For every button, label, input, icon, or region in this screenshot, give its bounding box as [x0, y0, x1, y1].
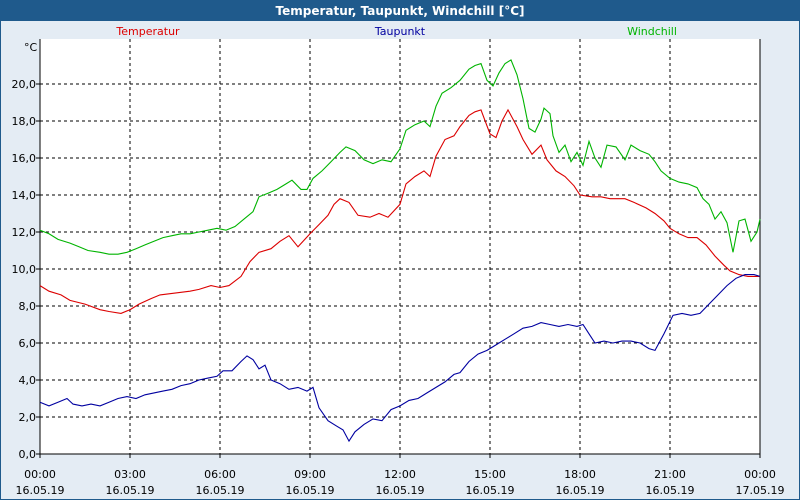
x-tick-label-time: 12:00 — [384, 468, 416, 481]
x-tick-label-date: 16.05.19 — [466, 484, 515, 497]
x-tick-label-time: 15:00 — [474, 468, 506, 481]
x-tick-label-date: 16.05.19 — [556, 484, 605, 497]
chart-title: Temperatur, Taupunkt, Windchill [°C] — [1, 1, 799, 21]
x-tick-label-date: 17.05.19 — [736, 484, 785, 497]
y-tick-label: 12,0 — [12, 226, 37, 239]
x-tick-label-date: 16.05.19 — [286, 484, 335, 497]
x-tick-label-date: 16.05.19 — [376, 484, 425, 497]
x-tick-label-date: 16.05.19 — [16, 484, 65, 497]
y-tick-label: 18,0 — [12, 115, 37, 128]
legend-temperatur: Temperatur — [115, 25, 180, 38]
y-tick-label: 20,0 — [12, 78, 37, 91]
legend-windchill: Windchill — [627, 25, 677, 38]
x-tick-label-time: 03:00 — [114, 468, 146, 481]
x-tick-label-time: 06:00 — [204, 468, 236, 481]
y-tick-label: 16,0 — [12, 152, 37, 165]
x-tick-label-date: 16.05.19 — [196, 484, 245, 497]
y-tick-label: 0,0 — [19, 448, 37, 461]
series-line-taupunkt — [39, 274, 761, 443]
y-tick-label: 2,0 — [19, 411, 37, 424]
x-tick-label-time: 09:00 — [294, 468, 326, 481]
legend-taupunkt: Taupunkt — [374, 25, 426, 38]
plot-area — [40, 39, 760, 454]
y-tick-label: 10,0 — [12, 263, 37, 276]
x-tick-label-date: 16.05.19 — [646, 484, 695, 497]
y-tick-label: 14,0 — [12, 189, 37, 202]
y-tick-label: 4,0 — [19, 374, 37, 387]
series-line-temperatur — [39, 108, 760, 314]
y-tick-label: 6,0 — [19, 337, 37, 350]
series-line-windchill — [39, 59, 761, 255]
x-tick-label-time: 00:00 — [744, 468, 776, 481]
x-tick-label-time: 00:00 — [24, 468, 56, 481]
y-axis-label: °C — [24, 41, 38, 54]
y-tick-label: 8,0 — [19, 300, 37, 313]
x-tick-label-time: 18:00 — [564, 468, 596, 481]
x-tick-label-time: 21:00 — [654, 468, 686, 481]
x-tick-label-date: 16.05.19 — [106, 484, 155, 497]
